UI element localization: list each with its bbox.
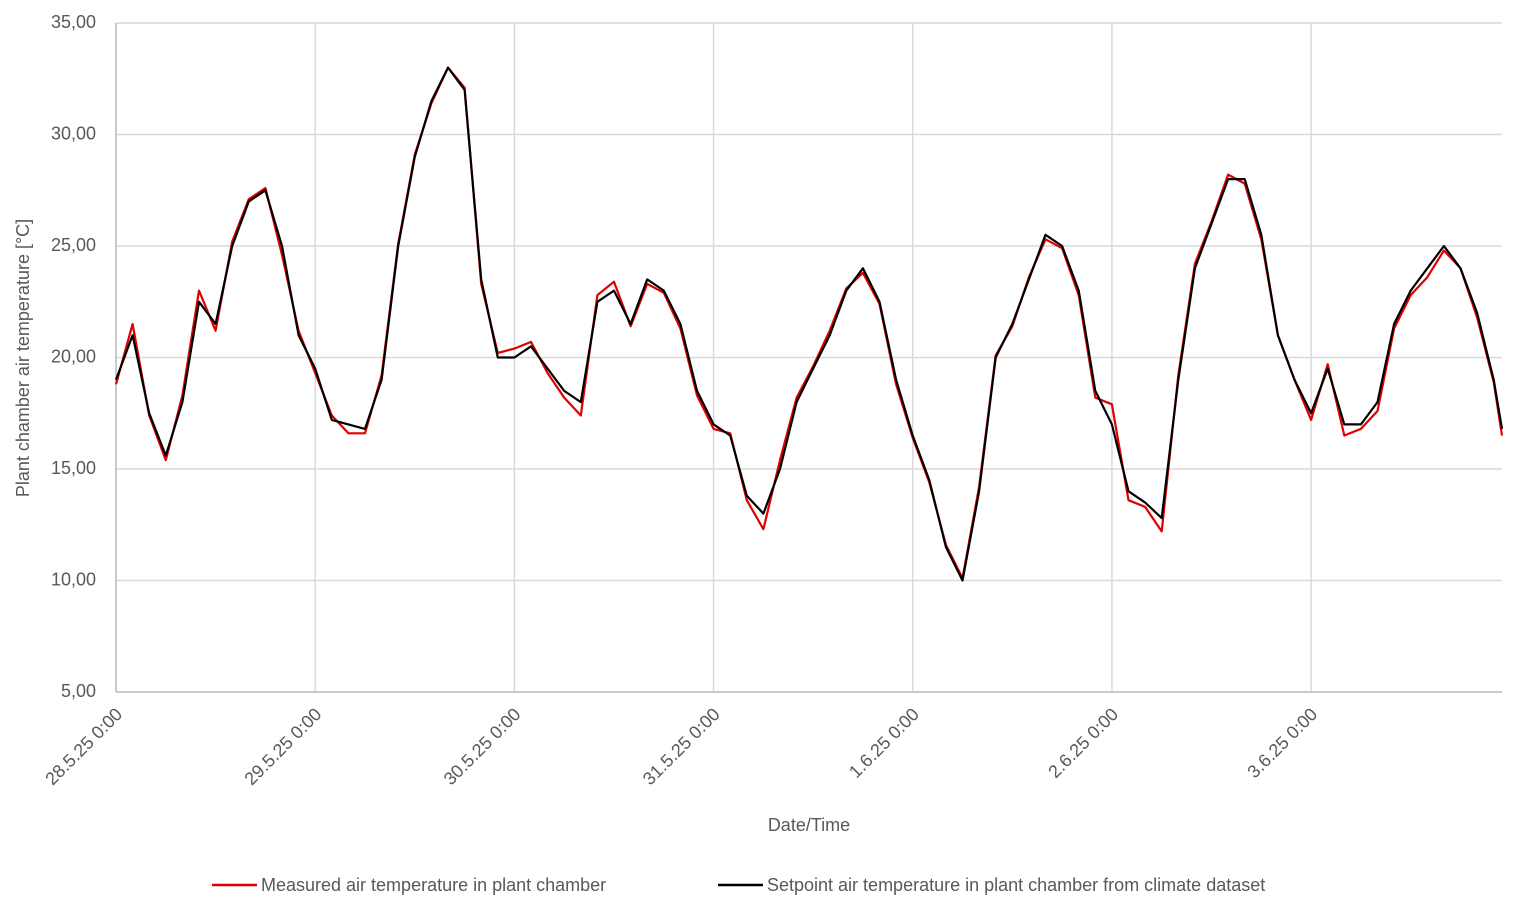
y-tick-label: 30,00 — [51, 123, 96, 143]
x-tick-label: 2.6.25 0:00 — [1044, 704, 1122, 782]
y-axis-label: Plant chamber air temperature [°C] — [13, 219, 33, 497]
x-tick-label: 1.6.25 0:00 — [845, 704, 923, 782]
y-tick-label: 25,00 — [51, 235, 96, 255]
y-tick-label: 35,00 — [51, 12, 96, 32]
x-axis-label: Date/Time — [768, 815, 850, 835]
x-tick-label: 28.5.25 0:00 — [41, 704, 126, 789]
y-tick-label: 5,00 — [61, 681, 96, 701]
x-tick-label: 30.5.25 0:00 — [440, 704, 525, 789]
line-series — [114, 66, 1504, 582]
y-tick-label: 10,00 — [51, 569, 96, 589]
legend-label: Measured air temperature in plant chambe… — [261, 875, 606, 895]
x-tick-label: 3.6.25 0:00 — [1243, 704, 1321, 782]
y-tick-label: 20,00 — [51, 346, 96, 366]
x-tick-label: 31.5.25 0:00 — [639, 704, 724, 789]
x-tick-label: 29.5.25 0:00 — [240, 704, 325, 789]
line-series — [114, 66, 1504, 580]
legend-label: Setpoint air temperature in plant chambe… — [767, 875, 1265, 895]
y-tick-label: 15,00 — [51, 458, 96, 478]
